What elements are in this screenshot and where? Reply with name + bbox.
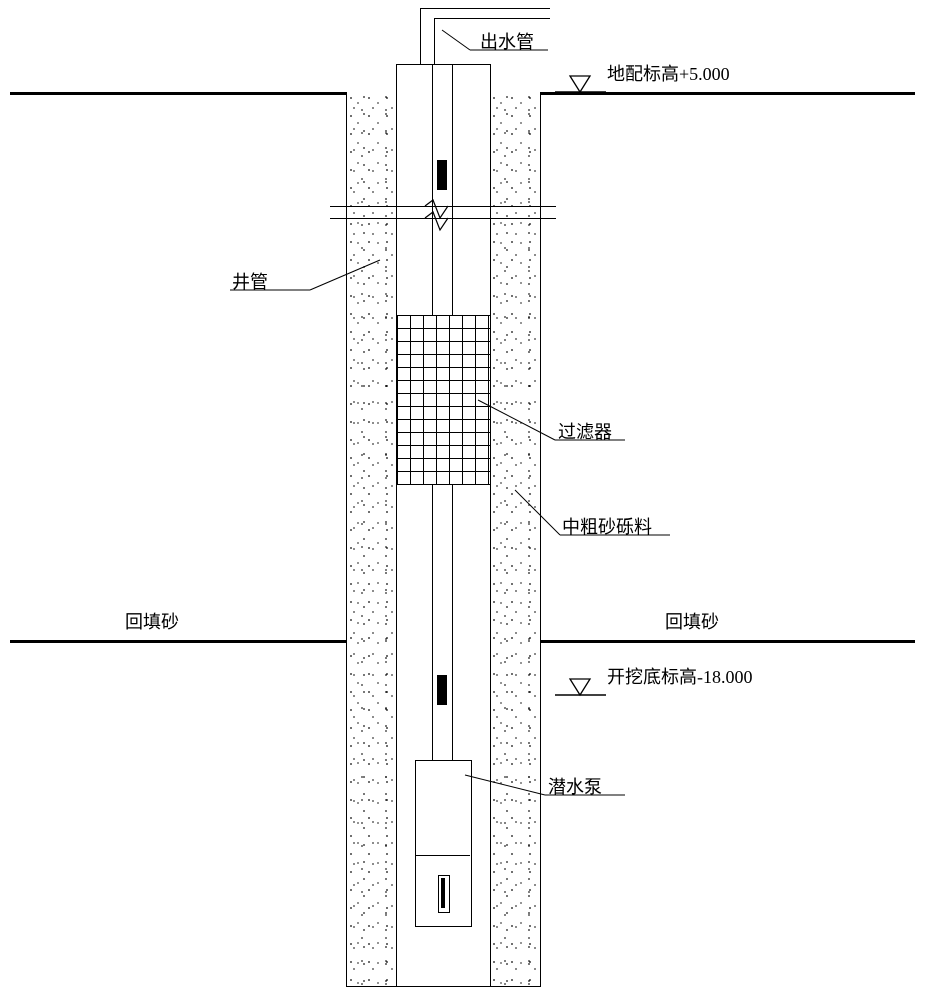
label-gravel: 中粗砂砾料 bbox=[562, 513, 652, 539]
pump-divider bbox=[415, 855, 470, 856]
excavation-line-left bbox=[10, 640, 346, 643]
outlet-pipe-v2 bbox=[434, 18, 435, 64]
excavation-line-right bbox=[540, 640, 915, 643]
well-pipe-left bbox=[396, 64, 397, 986]
water-mark-excav-icon bbox=[555, 679, 606, 695]
ground-surface-left bbox=[10, 92, 346, 95]
outlet-pipe-h2 bbox=[434, 18, 550, 19]
borehole-wall-left bbox=[346, 92, 347, 986]
label-ground-elev: 地配标高+5.000 bbox=[607, 60, 730, 86]
label-excav-elev: 开挖底标高-18.000 bbox=[607, 663, 753, 689]
pump-inner-bar bbox=[441, 878, 445, 908]
coupling-upper bbox=[437, 160, 447, 190]
coupling-lower bbox=[437, 675, 447, 705]
label-backfill-left: 回填砂 bbox=[125, 608, 179, 634]
label-filter: 过滤器 bbox=[558, 418, 612, 444]
filter-screen bbox=[397, 315, 490, 485]
break-line-upper bbox=[330, 206, 556, 207]
gravel-annulus-left bbox=[348, 94, 396, 985]
break-line-lower bbox=[330, 218, 556, 219]
well-cross-section-diagram: 出水管 地配标高+5.000 井管 过滤器 中粗砂砾料 回填砂 回填砂 开挖底标… bbox=[0, 0, 925, 1000]
label-well-pipe: 井管 bbox=[232, 268, 268, 294]
ground-surface-right bbox=[540, 92, 915, 95]
label-outlet-pipe: 出水管 bbox=[480, 28, 534, 54]
borehole-bottom bbox=[346, 986, 541, 987]
borehole-wall-right bbox=[540, 92, 541, 986]
label-pump: 潜水泵 bbox=[548, 773, 602, 799]
gravel-annulus-right bbox=[491, 94, 539, 985]
outlet-pipe-h1 bbox=[420, 8, 550, 9]
label-backfill-right: 回填砂 bbox=[665, 608, 719, 634]
outlet-pipe-v1 bbox=[420, 8, 421, 64]
water-mark-ground-icon bbox=[555, 76, 606, 92]
well-pipe-right bbox=[490, 64, 491, 986]
well-pipe-top bbox=[396, 64, 491, 65]
